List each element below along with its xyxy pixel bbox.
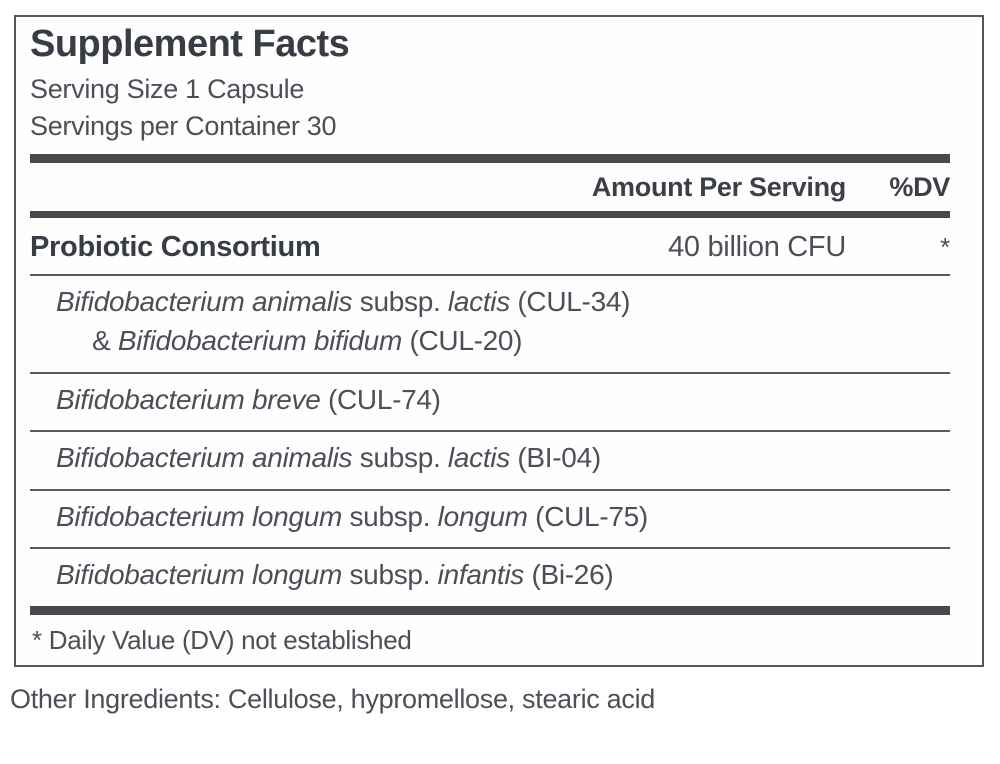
percent-dv-header: %DV [889, 172, 950, 203]
ingredient-name-roman: subsp. [342, 500, 438, 532]
ingredient-line: & Bifidobacterium bifidum (CUL-20) [30, 322, 950, 361]
ingredient-row: Bifidobacterium longum subsp. infantis (… [30, 547, 950, 606]
amount-per-serving-header: Amount Per Serving [591, 172, 846, 203]
consortium-amount: 40 billion CFU [668, 231, 846, 264]
ingredient-row: Bifidobacterium animalis subsp. lactis (… [30, 430, 950, 489]
ingredient-name-italic: Bifidobacterium longum [56, 500, 342, 532]
ingredient-line: Bifidobacterium longum subsp. longum (CU… [30, 498, 950, 537]
ingredient-name-italic: Bifidobacterium animalis [56, 442, 353, 474]
ingredient-line: Bifidobacterium breve (CUL-74) [30, 381, 950, 420]
ingredient-row: Bifidobacterium breve (CUL-74) [30, 371, 950, 431]
ingredient-row: Bifidobacterium longum subsp. longum (CU… [30, 488, 950, 548]
ingredient-name-italic: lactis [447, 442, 510, 474]
divider-medium [30, 211, 950, 219]
consortium-dv-asterisk: * [940, 232, 950, 263]
probiotic-consortium-row: Probiotic Consortium 40 billion CFU * [30, 218, 950, 274]
servings-per-container: Servings per Container 30 [30, 111, 337, 142]
divider-thick-top [30, 154, 950, 164]
ingredient-name-roman: (CUL-75) [527, 500, 648, 532]
ingredient-line: Bifidobacterium animalis subsp. lactis (… [30, 283, 950, 322]
ingredient-rows: Bifidobacterium animalis subsp. lactis (… [30, 274, 950, 606]
supplement-facts-panel: Supplement Facts Serving Size 1 Capsule … [14, 15, 984, 667]
ingredient-name-roman: (CUL-74) [320, 383, 441, 415]
ingredient-name-roman: (CUL-34) [509, 286, 631, 318]
column-header-row: Amount Per Serving %DV [30, 163, 950, 211]
serving-size: Serving Size 1 Capsule [30, 73, 305, 104]
ingredient-name-roman: (CUL-20) [401, 324, 523, 356]
ingredient-name-italic: Bifidobacterium bifidum [117, 324, 402, 356]
ingredient-name-italic: Bifidobacterium longum [56, 559, 342, 591]
ingredient-name-roman: subsp. [342, 559, 438, 591]
ingredient-name-italic: Bifidobacterium animalis [56, 286, 353, 318]
ingredient-name-italic: lactis [447, 286, 510, 318]
ingredient-name-roman: (Bi-26) [523, 559, 614, 591]
consortium-name: Probiotic Consortium [30, 231, 321, 264]
other-ingredients: Other Ingredients: Cellulose, hypromello… [10, 684, 656, 714]
daily-value-footnote: * Daily Value (DV) not established [32, 625, 412, 656]
ingredient-name-italic: Bifidobacterium breve [56, 383, 321, 415]
ingredient-name-roman: subsp. [352, 442, 448, 474]
ingredient-line: Bifidobacterium animalis subsp. lactis (… [30, 439, 950, 478]
ingredient-name-italic: infantis [437, 559, 525, 591]
ingredient-name-roman: (BI-04) [509, 442, 601, 474]
ingredient-name-roman: & [92, 324, 118, 356]
panel-title: Supplement Facts [30, 23, 350, 65]
ingredient-name-italic: longum [437, 500, 528, 532]
ingredient-line: Bifidobacterium longum subsp. infantis (… [30, 556, 950, 595]
ingredient-row: Bifidobacterium animalis subsp. lactis (… [30, 274, 950, 371]
ingredient-name-roman: subsp. [352, 286, 448, 318]
divider-thick-bottom [30, 606, 950, 616]
